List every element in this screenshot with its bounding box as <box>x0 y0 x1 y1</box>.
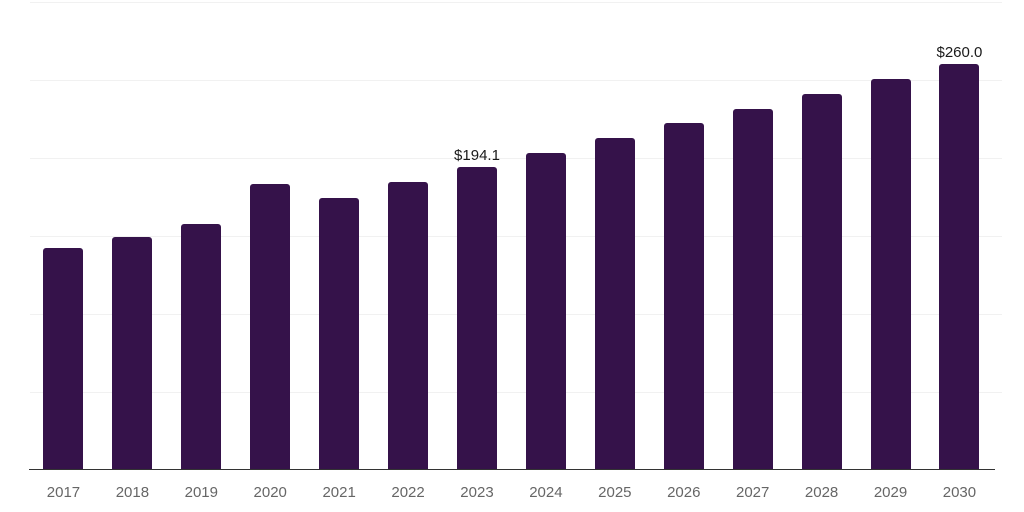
x-tick-2029: 2029 <box>873 484 908 501</box>
x-tick-2027: 2027 <box>735 484 770 501</box>
bar-2028[interactable] <box>801 94 842 470</box>
gridline-100 <box>30 314 1002 315</box>
bar-2025[interactable] <box>594 138 635 470</box>
gridline-50 <box>30 392 1002 393</box>
bar-2026[interactable] <box>663 123 704 470</box>
bar-2024[interactable] <box>525 153 566 470</box>
bars-row: $194.1 $260.0 <box>29 2 994 470</box>
bar-cell-2025 <box>580 2 649 470</box>
x-tick-2019: 2019 <box>184 484 218 501</box>
x-tick-2022: 2022 <box>391 484 425 501</box>
bar-cell-2023: $194.1 <box>443 2 512 470</box>
bar-2017[interactable] <box>43 248 84 470</box>
x-tick-2021: 2021 <box>322 484 356 501</box>
bar-2019[interactable] <box>181 224 222 470</box>
bar-2018[interactable] <box>112 236 153 470</box>
gridline-300 <box>30 2 1002 3</box>
bar-2029[interactable] <box>870 79 911 470</box>
bar-cell-2030: $260.0 <box>925 2 994 470</box>
bar-cell-2029 <box>856 2 925 470</box>
bar-cell-2018 <box>98 2 167 470</box>
gridline-200 <box>30 158 1002 159</box>
plot-area: $194.1 $260.0 <box>29 2 1002 470</box>
bar-cell-2020 <box>236 2 305 470</box>
bar-cell-2027 <box>718 2 787 470</box>
data-label-2030: $260.0 <box>936 44 983 62</box>
x-tick-2020: 2020 <box>253 484 287 501</box>
x-tick-2024: 2024 <box>529 484 563 501</box>
bar-2020[interactable] <box>250 184 291 470</box>
bar-2030[interactable] <box>939 64 980 470</box>
data-label-2023: $194.1 <box>454 147 500 165</box>
bar-cell-2028 <box>787 2 856 470</box>
bar-2021[interactable] <box>319 197 360 470</box>
x-axis-labels: 2017 2018 2019 2020 2021 2022 2023 2024 2025 2026… <box>29 484 994 502</box>
gridline-250 <box>30 80 1002 81</box>
bar-cell-2022 <box>374 2 443 470</box>
bar-cell-2024 <box>511 2 580 470</box>
bar-cell-2019 <box>167 2 236 470</box>
x-tick-2018: 2018 <box>115 484 150 501</box>
x-axis-line <box>29 469 995 470</box>
x-tick-2025: 2025 <box>598 484 632 501</box>
bar-2027[interactable] <box>732 109 773 470</box>
x-tick-2017: 2017 <box>46 484 81 501</box>
bar-cell-2021 <box>305 2 374 470</box>
x-tick-2030: 2030 <box>942 484 977 501</box>
x-tick-2028: 2028 <box>804 484 839 501</box>
bar-cell-2026 <box>649 2 718 470</box>
x-tick-2023: 2023 <box>460 484 494 501</box>
x-tick-2026: 2026 <box>667 484 701 501</box>
bar-2023[interactable] <box>456 167 497 470</box>
gridline-150 <box>30 236 1002 237</box>
bar-cell-2017 <box>29 2 98 470</box>
bar-2022[interactable] <box>388 182 429 470</box>
